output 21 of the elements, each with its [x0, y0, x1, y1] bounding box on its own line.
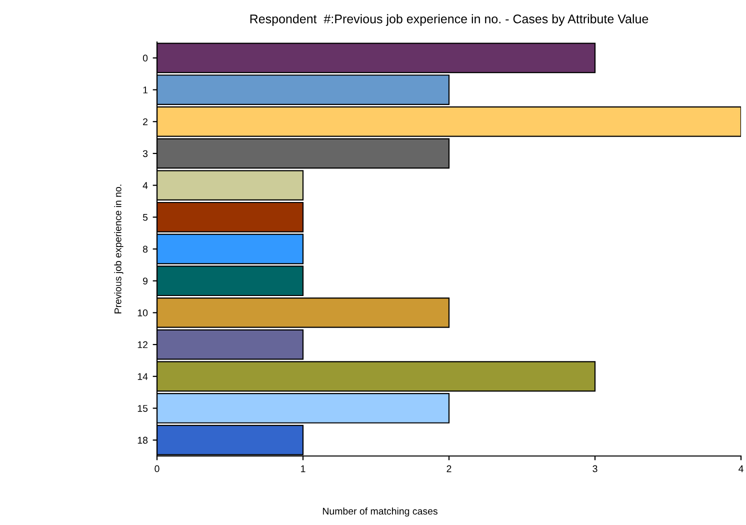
y-tick-label: 8 [142, 246, 148, 253]
y-tick-label: 5 [142, 214, 148, 221]
y-tick-label: 0 [142, 54, 148, 62]
x-tick-label: 3 [592, 465, 598, 472]
y-tick-label: 2 [143, 118, 148, 126]
y-tick-label: 9 [143, 278, 148, 284]
y-tick-label: 14 [138, 373, 148, 380]
x-axis-title: Number of matching cases [322, 507, 438, 517]
y-tick-label: 4 [142, 182, 148, 189]
x-tick-label: 1 [301, 465, 306, 472]
x-tick-label: 2 [446, 465, 452, 472]
y-tick-label: 12 [138, 341, 148, 348]
y-tick-label: 18 [138, 436, 148, 444]
x-tick-label: 0 [154, 465, 160, 472]
y-tick-label: 15 [138, 405, 148, 412]
y-tick-label: 1 [143, 86, 148, 94]
y-axis-title: Previous job experience in no. [114, 184, 124, 314]
chart-title: Respondent #:Previous job experience in no. - Cases by Attribute Value [250, 14, 648, 26]
y-tick-label: 10 [138, 309, 148, 316]
x-tick-label: 4 [738, 465, 744, 472]
y-tick-label: 3 [142, 150, 148, 158]
